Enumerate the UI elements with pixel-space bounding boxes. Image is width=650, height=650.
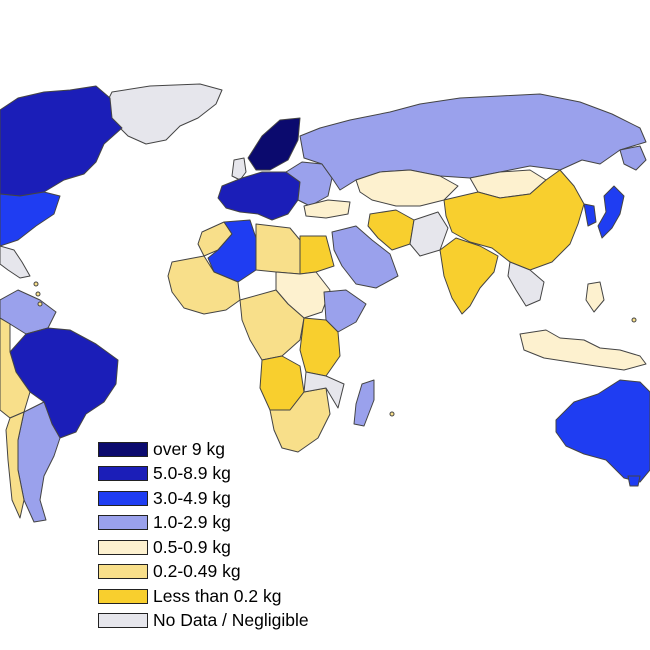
legend-item: over 9 kg [98,437,358,462]
region-libya [255,223,301,275]
region-usa [0,191,61,247]
region-west-africa [167,255,241,315]
region-madagascar [353,379,375,427]
legend-label: 5.0-8.9 kg [153,463,231,483]
legend-swatch [98,588,148,604]
region-china [443,169,585,271]
legend-item: 5.0-8.9 kg [98,462,358,487]
region-southern-africa [269,387,331,453]
legend-swatch [98,441,148,457]
legend-swatch [98,539,148,555]
region-saudi-arabia [331,225,399,289]
region-australia [555,379,650,483]
region-eastern-europe [285,161,333,207]
region-far-east [619,145,647,171]
legend-item: Less than 0.2 kg [98,584,358,609]
region-mexico [0,245,31,279]
region-mozambique [303,371,345,409]
legend-item: No Data / Negligible [98,609,358,634]
legend-label: No Data / Negligible [153,610,309,630]
legend-swatch [98,613,148,629]
region-indonesia [519,329,647,371]
legend-swatch [98,490,148,506]
legend-item: 0.5-0.9 kg [98,535,358,560]
region-caribbean-1 [33,281,39,287]
legend-item: 1.0-2.9 kg [98,511,358,536]
region-western-europe [217,171,301,221]
region-iran [367,209,415,251]
legend-swatch [98,466,148,482]
legend-swatch [98,515,148,531]
legend-item: 0.2-0.49 kg [98,560,358,585]
region-korea [583,203,597,227]
region-japan [597,185,625,239]
legend-item: 3.0-4.9 kg [98,486,358,511]
region-tasmania [627,475,641,487]
region-turkey [303,199,351,219]
legend-label: 0.5-0.9 kg [153,536,231,557]
region-russia [299,93,647,191]
region-east-africa [299,317,341,377]
legend-label: Less than 0.2 kg [153,585,282,606]
region-peru-bolivia [0,317,31,419]
region-egypt [299,235,335,275]
legend-label: over 9 kg [153,438,225,459]
region-central-africa [239,289,305,361]
legend-swatch [98,564,148,580]
region-southeast-asia [507,261,545,307]
map-legend: over 9 kg 5.0-8.9 kg 3.0-4.9 kg 1.0-2.9 … [98,437,358,633]
region-caribbean-2 [35,291,41,297]
region-canada [0,85,123,197]
region-caribbean-3 [37,301,43,307]
region-chile [5,411,25,519]
legend-label: 3.0-4.9 kg [153,487,231,508]
legend-label: 0.2-0.49 kg [153,561,241,581]
region-uk [231,157,247,181]
region-pacific-dot-1 [389,411,395,417]
region-philippines [585,281,605,313]
region-scandinavia [247,117,301,171]
region-india [439,237,499,315]
legend-label: 1.0-2.9 kg [153,512,231,532]
region-pacific-dot-2 [631,317,637,323]
region-greenland [103,83,223,145]
